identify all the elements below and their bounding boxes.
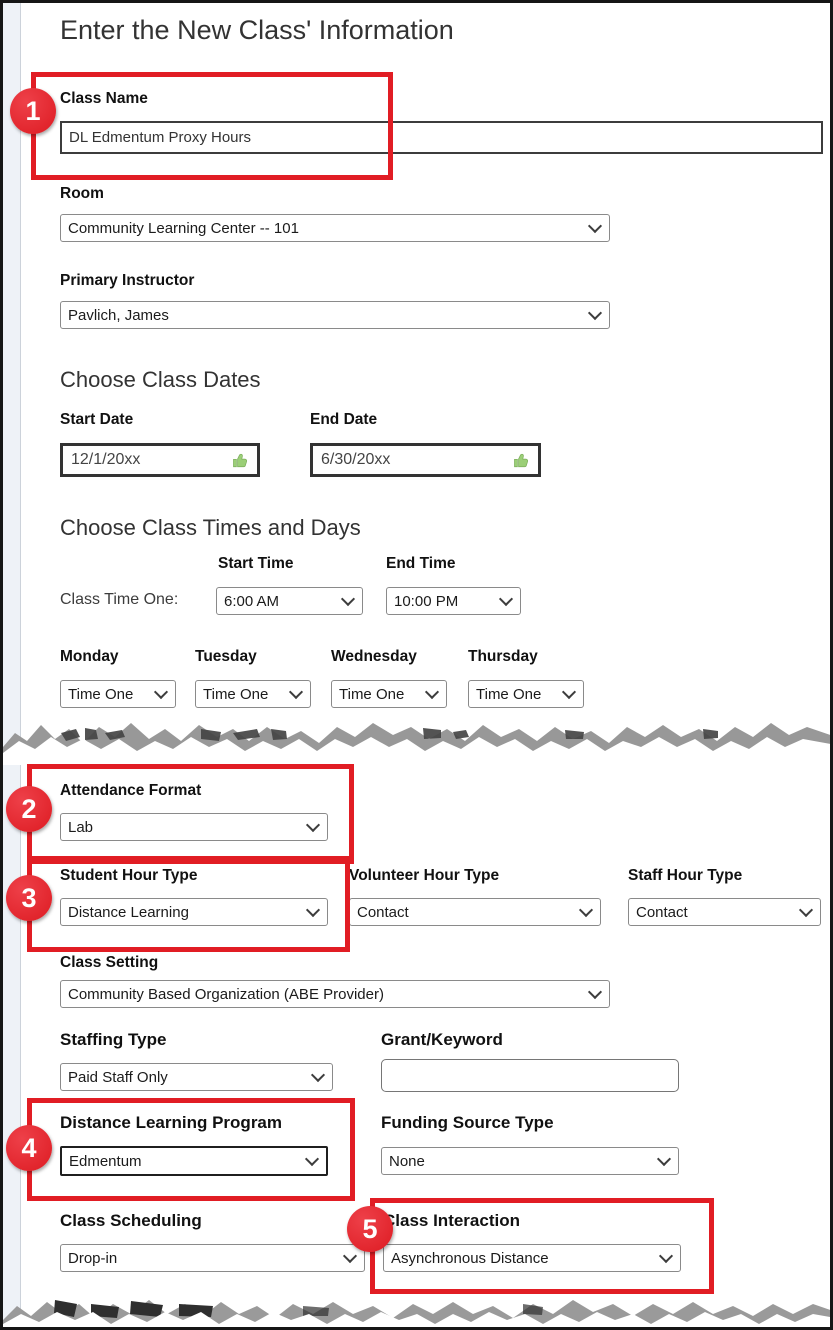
dates-section-heading: Choose Class Dates <box>60 367 261 392</box>
chevron-down-icon <box>305 817 321 833</box>
chevron-down-icon <box>587 305 603 321</box>
staff-hour-type-select[interactable]: Contact <box>628 898 821 926</box>
class-interaction-value: Asynchronous Distance <box>391 1249 549 1267</box>
attendance-format-select[interactable]: Lab <box>60 813 328 841</box>
chevron-down-icon <box>656 1151 672 1167</box>
room-label: Room <box>60 185 104 202</box>
monday-time-value: Time One <box>68 685 134 703</box>
distance-learning-program-value: Edmentum <box>69 1152 142 1170</box>
class-interaction-label: Class Interaction <box>383 1211 520 1230</box>
staffing-type-select[interactable]: Paid Staff Only <box>60 1063 333 1091</box>
class-setting-select[interactable]: Community Based Organization (ABE Provid… <box>60 980 610 1008</box>
wednesday-time-value: Time One <box>339 685 405 703</box>
start-time-header: Start Time <box>218 555 294 572</box>
distance-learning-program-label: Distance Learning Program <box>60 1113 283 1132</box>
wednesday-time-select[interactable]: Time One <box>331 680 447 708</box>
chevron-down-icon <box>305 902 321 918</box>
volunteer-hour-type-select[interactable]: Contact <box>349 898 601 926</box>
student-hour-type-label: Student Hour Type <box>60 867 198 884</box>
chevron-down-icon <box>340 591 356 607</box>
primary-instructor-select[interactable]: Pavlich, James <box>60 301 610 329</box>
student-hour-type-select[interactable]: Distance Learning <box>60 898 328 926</box>
volunteer-hour-type-label: Volunteer Hour Type <box>349 867 500 884</box>
class-interaction-select[interactable]: Asynchronous Distance <box>383 1244 681 1272</box>
thursday-time-select[interactable]: Time One <box>468 680 584 708</box>
class-setting-label: Class Setting <box>60 954 159 971</box>
funding-source-type-select[interactable]: None <box>381 1147 679 1175</box>
start-time-value: 6:00 AM <box>224 592 280 610</box>
monday-time-select[interactable]: Time One <box>60 680 176 708</box>
chevron-down-icon <box>587 218 603 234</box>
end-time-value: 10:00 PM <box>394 592 459 610</box>
thumbs-up-icon[interactable] <box>231 451 249 469</box>
end-date-label: End Date <box>310 411 378 428</box>
staff-hour-type-value: Contact <box>636 903 688 921</box>
grant-keyword-label: Grant/Keyword <box>381 1030 503 1049</box>
callout-circle-3: 3 <box>6 875 52 921</box>
start-date-input[interactable]: 12/1/20xx <box>60 443 260 477</box>
attendance-format-value: Lab <box>68 818 94 836</box>
staff-hour-type-label: Staff Hour Type <box>628 867 743 884</box>
chevron-down-icon <box>587 984 603 1000</box>
start-time-select[interactable]: 6:00 AM <box>216 587 363 615</box>
class-scheduling-label: Class Scheduling <box>60 1211 202 1230</box>
times-section-heading: Choose Class Times and Days <box>60 515 361 540</box>
chevron-down-icon <box>658 1248 674 1264</box>
chevron-down-icon <box>424 684 440 700</box>
room-select[interactable]: Community Learning Center -- 101 <box>60 214 610 242</box>
funding-source-type-value: None <box>389 1152 425 1170</box>
callout-circle-2: 2 <box>6 786 52 832</box>
primary-instructor-select-value: Pavlich, James <box>68 306 169 324</box>
chevron-down-icon <box>310 1067 326 1083</box>
chevron-down-icon <box>304 1151 320 1167</box>
chevron-down-icon <box>498 591 514 607</box>
attendance-format-label: Attendance Format <box>60 782 202 799</box>
callout-circle-4: 4 <box>6 1125 52 1171</box>
staffing-type-value: Paid Staff Only <box>68 1068 168 1086</box>
day-label-tuesday: Tuesday <box>195 648 257 665</box>
end-time-header: End Time <box>386 555 456 572</box>
chevron-down-icon <box>153 684 169 700</box>
student-hour-type-value: Distance Learning <box>68 903 189 921</box>
callout-circle-1: 1 <box>10 88 56 134</box>
class-setting-value: Community Based Organization (ABE Provid… <box>68 985 384 1003</box>
torn-edge-bottom <box>3 1300 830 1327</box>
day-label-thursday: Thursday <box>468 648 538 665</box>
distance-learning-program-select[interactable]: Edmentum <box>60 1146 328 1176</box>
thursday-time-value: Time One <box>476 685 542 703</box>
chevron-down-icon <box>288 684 304 700</box>
callout-circle-5: 5 <box>347 1206 393 1252</box>
day-label-monday: Monday <box>60 648 119 665</box>
chevron-down-icon <box>342 1248 358 1264</box>
start-date-label: Start Date <box>60 411 134 428</box>
torn-edge-top <box>3 723 830 765</box>
class-name-input[interactable] <box>60 121 823 154</box>
class-time-one-label: Class Time One: <box>60 591 179 608</box>
end-date-value: 6/30/20xx <box>321 451 391 468</box>
day-label-wednesday: Wednesday <box>331 648 417 665</box>
page-edge-strip <box>3 3 21 1327</box>
chevron-down-icon <box>798 902 814 918</box>
chevron-down-icon <box>578 902 594 918</box>
thumbs-up-icon[interactable] <box>512 451 530 469</box>
funding-source-type-label: Funding Source Type <box>381 1113 554 1132</box>
page-title: Enter the New Class' Information <box>60 15 454 45</box>
tuesday-time-select[interactable]: Time One <box>195 680 311 708</box>
start-date-value: 12/1/20xx <box>71 451 141 468</box>
grant-keyword-input[interactable] <box>381 1059 679 1092</box>
room-select-value: Community Learning Center -- 101 <box>68 219 299 237</box>
class-name-label: Class Name <box>60 90 148 107</box>
chevron-down-icon <box>561 684 577 700</box>
tuesday-time-value: Time One <box>203 685 269 703</box>
end-date-input[interactable]: 6/30/20xx <box>310 443 541 477</box>
staffing-type-label: Staffing Type <box>60 1030 167 1049</box>
primary-instructor-label: Primary Instructor <box>60 272 195 289</box>
volunteer-hour-type-value: Contact <box>357 903 409 921</box>
class-scheduling-select[interactable]: Drop-in <box>60 1244 365 1272</box>
class-scheduling-value: Drop-in <box>68 1249 118 1267</box>
end-time-select[interactable]: 10:00 PM <box>386 587 521 615</box>
